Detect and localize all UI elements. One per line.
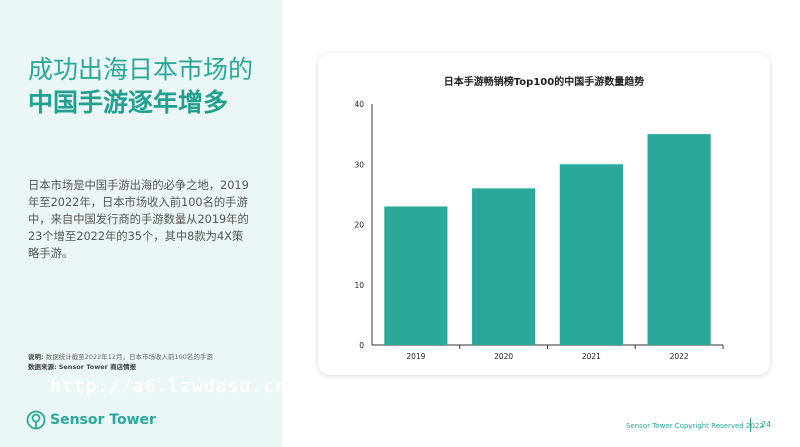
bar-2022 (647, 134, 711, 345)
page-number: 24 (761, 420, 772, 429)
body-text: 日本市场是中国手游出海的必争之地，2019年至2022年，日本市场收入前100名… (28, 179, 249, 260)
bar-2020 (472, 188, 536, 345)
x-tick-label: 2020 (494, 352, 513, 361)
footer-divider (750, 418, 751, 432)
y-tick-label: 40 (354, 100, 364, 109)
chart-title: 日本手游畅销榜Top100的中国手游数量趋势 (444, 75, 644, 88)
x-tick-label: 2021 (582, 352, 601, 361)
logo: Sensor Tower (26, 410, 156, 430)
x-tick-label: 2019 (406, 352, 425, 361)
bar-2019 (384, 206, 448, 345)
x-tick-label: 2022 (670, 352, 689, 361)
note-label: 说明: (28, 353, 44, 361)
heading-line1: 成功出海日本市场的 (28, 55, 254, 84)
heading-line2: 中国手游逐年增多 (28, 88, 229, 117)
left-panel (0, 0, 282, 447)
source-text: Sensor Tower 商店情报 (58, 363, 137, 371)
source-label: 数据来源: (28, 363, 57, 371)
y-tick-label: 30 (354, 160, 364, 169)
sensor-tower-logo-icon (26, 410, 46, 430)
y-tick-label: 10 (354, 281, 364, 290)
watermark-url: http://a6.lzwdasu.cn/ (50, 376, 299, 397)
note: 说明: 数据统计截至2022年12月，日本市场收入前100名的手游 数据来源: … (28, 352, 213, 372)
note-text: 数据统计截至2022年12月，日本市场收入前100名的手游 (45, 353, 213, 361)
y-tick-label: 0 (359, 341, 364, 350)
chart-card: 日本手游畅销榜Top100的中国手游数量趋势 0 10 20 30 40 2019 2020… (318, 53, 770, 375)
logo-text: Sensor Tower (50, 412, 156, 428)
bar-chart: 日本手游畅销榜Top100的中国手游数量趋势 0 10 20 30 40 2019 2020… (354, 75, 724, 361)
copyright: Sensor Tower Copyright Reserved 2022 (626, 422, 764, 430)
y-tick-label: 20 (354, 221, 364, 230)
bar-2021 (559, 164, 623, 345)
